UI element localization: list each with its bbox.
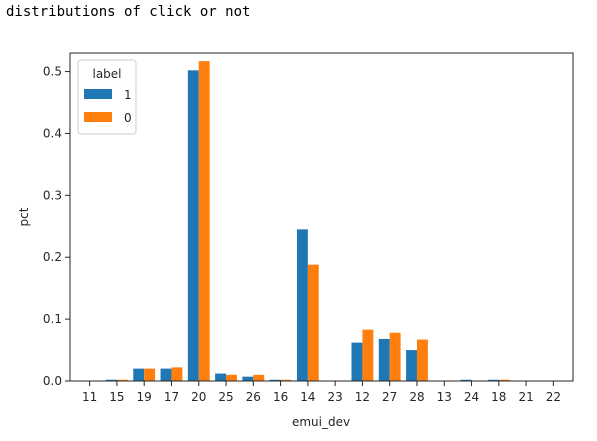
plot-frame [69, 52, 574, 382]
legend-swatch-series-1 [84, 89, 112, 99]
legend: label 1 0 [77, 59, 137, 135]
bar-series-0-14 [307, 264, 319, 381]
x-tick-label-13: 13 [437, 390, 452, 404]
bar-series-0-19 [144, 368, 156, 381]
bar-series-0-27 [389, 332, 401, 381]
legend-swatch-series-0 [84, 112, 112, 122]
bar-series-0-26 [253, 374, 265, 381]
bar-series-1-27 [378, 338, 390, 381]
bar-series-1-14 [296, 229, 308, 381]
y-tick-label: 0.1 [43, 312, 62, 326]
x-tick-label-17: 17 [164, 390, 179, 404]
x-tick-label-28: 28 [409, 390, 424, 404]
x-tick-label-23: 23 [327, 390, 342, 404]
plot-area [70, 53, 573, 381]
y-tick-label: 0.2 [43, 250, 62, 264]
x-axis: 11 15 19 17 20 25 26 16 14 23 12 27 28 13 24 18 21 22 [82, 381, 561, 404]
bar-series-1-12 [351, 342, 363, 381]
y-axis-label: pct [17, 207, 31, 226]
legend-label-series-0: 0 [124, 111, 132, 125]
x-tick-label-24: 24 [464, 390, 479, 404]
x-tick-label-25: 25 [218, 390, 233, 404]
bar-series-1-25 [215, 373, 227, 381]
bar-series-1-18 [487, 379, 499, 381]
x-tick-label-19: 19 [137, 390, 152, 404]
bar-series-1-24 [460, 379, 472, 381]
bar-series-0-18 [498, 379, 510, 381]
x-tick-label-14: 14 [300, 390, 315, 404]
bar-series-0-16 [280, 379, 292, 381]
output-text: distributions of click or not [6, 4, 251, 20]
x-axis-label: emui_dev [292, 415, 350, 429]
bar-series-1-15 [106, 379, 117, 381]
legend-title: label [92, 67, 121, 81]
bar-series-0-15 [116, 379, 128, 381]
bar-series-1-26 [242, 376, 254, 381]
bar-series-1-28 [406, 350, 417, 381]
bar-series-1-19 [133, 368, 145, 381]
legend-label-series-1: 1 [124, 88, 132, 102]
bar-series-1-17 [160, 368, 172, 381]
bar-series-1-16 [269, 379, 281, 381]
x-tick-label-20: 20 [191, 390, 206, 404]
x-tick-label-15: 15 [109, 390, 124, 404]
y-tick-label: 0.3 [43, 188, 62, 202]
x-tick-label-18: 18 [491, 390, 506, 404]
y-tick-label: 0.4 [43, 126, 62, 140]
y-axis: 0.0 0.1 0.2 0.3 0.4 0.5 [43, 65, 70, 388]
y-tick-label: 0.0 [43, 374, 62, 388]
x-tick-label-21: 21 [518, 390, 533, 404]
bar-series-0-28 [416, 339, 428, 381]
x-tick-label-26: 26 [246, 390, 261, 404]
bars-group [106, 61, 510, 382]
x-tick-label-11: 11 [82, 390, 97, 404]
bar-series-0-20 [198, 61, 210, 382]
x-tick-label-16: 16 [273, 390, 288, 404]
bar-series-0-17 [171, 367, 183, 381]
x-tick-label-22: 22 [546, 390, 561, 404]
bar-series-0-12 [362, 329, 374, 381]
bar-series-1-20 [187, 70, 199, 381]
bar-series-0-25 [226, 374, 237, 381]
y-tick-label: 0.5 [43, 65, 62, 79]
x-tick-label-27: 27 [382, 390, 397, 404]
x-tick-label-12: 12 [355, 390, 370, 404]
